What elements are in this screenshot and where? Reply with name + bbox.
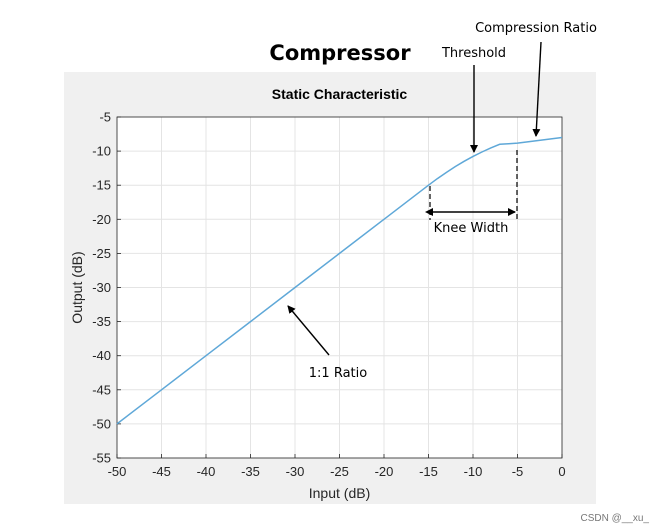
x-tick-label: -10: [464, 464, 483, 479]
ticks: -50 -45 -40 -35 -30 -25 -20 -15 -10 -5 0-55-50-45-…: [92, 110, 565, 480]
x-tick-label: -50: [108, 464, 127, 479]
x-tick-label: -25: [330, 464, 349, 479]
x-axis-label: Input (dB): [309, 485, 370, 501]
ratio-arrow: [287, 305, 330, 356]
y-tick-label: -10: [92, 144, 111, 159]
annotation-compression-ratio: Compression Ratio: [475, 21, 597, 36]
x-tick-label: -15: [419, 464, 438, 479]
x-tick-label: -20: [375, 464, 394, 479]
annotation-threshold: Threshold: [441, 46, 506, 61]
y-tick-label: -50: [92, 416, 111, 431]
x-tick-label: -45: [152, 464, 171, 479]
compression-ratio-arrow: [532, 41, 542, 137]
x-tick-label: -5: [512, 464, 524, 479]
series-line: [116, 136, 563, 425]
y-tick-label: -35: [92, 314, 111, 329]
plot-title: Static Characteristic: [272, 86, 408, 102]
y-tick-label: -30: [92, 280, 111, 295]
y-tick-label: -20: [92, 212, 111, 227]
y-tick-label: -5: [99, 110, 111, 125]
y-axis-label: Output (dB): [69, 251, 85, 323]
x-tick-label: -40: [197, 464, 216, 479]
watermark: CSDN @__xu_: [580, 513, 649, 524]
annotation-1-1-ratio: 1:1 Ratio: [309, 366, 367, 381]
y-tick-label: -40: [92, 348, 111, 363]
x-tick-label: 0: [558, 464, 565, 479]
annotation-knee-width: Knee Width: [434, 221, 509, 236]
x-tick-label: -35: [241, 464, 260, 479]
y-tick-label: -15: [92, 178, 111, 193]
y-tick-label: -55: [92, 451, 111, 466]
x-tick-label: -30: [286, 464, 305, 479]
y-tick-label: -25: [92, 246, 111, 261]
figure-title: Compressor: [269, 41, 411, 65]
y-tick-label: -45: [92, 382, 111, 397]
